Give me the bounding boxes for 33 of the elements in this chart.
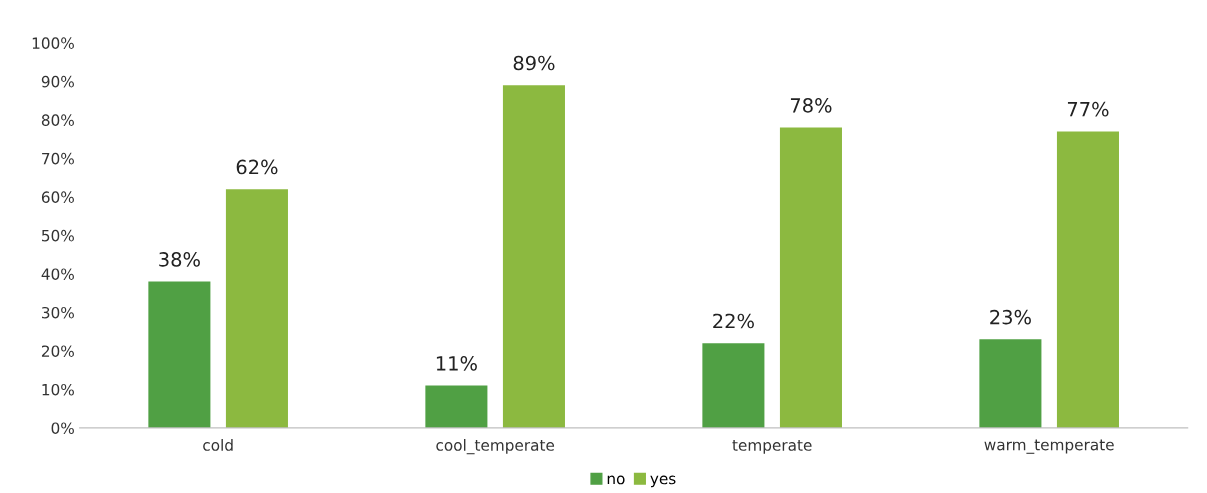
- data-label: 38%: [159, 252, 200, 267]
- x-tick-label: temperate: [732, 439, 812, 454]
- data-label: 11%: [436, 355, 477, 371]
- y-tick-label: 60%: [41, 191, 74, 203]
- bar: [225, 189, 288, 428]
- bar: [779, 127, 842, 428]
- bar: [502, 85, 565, 428]
- y-tick-label: 100%: [32, 37, 74, 49]
- data-label: 22%: [713, 313, 754, 329]
- bar: [425, 385, 488, 428]
- data-label: 78%: [790, 98, 832, 113]
- data-label: 89%: [513, 55, 555, 71]
- bar: [979, 339, 1042, 428]
- bar: [702, 343, 765, 428]
- y-tick-label: 50%: [42, 229, 74, 242]
- data-label: 23%: [990, 309, 1031, 325]
- y-tick-label: 80%: [41, 114, 74, 126]
- data-label: 77%: [1067, 101, 1109, 117]
- y-tick-label: 30%: [42, 306, 74, 319]
- x-tick-label: cold: [203, 439, 233, 451]
- legend-label: yes: [650, 475, 676, 488]
- x-tick-label: cool_temperate: [436, 439, 555, 455]
- y-tick-label: 40%: [41, 268, 74, 280]
- y-tick-label: 0%: [51, 422, 74, 434]
- y-tick-label: 90%: [41, 75, 74, 88]
- y-tick-label: 10%: [42, 383, 74, 396]
- y-tick-label: 70%: [42, 152, 74, 165]
- data-label: 62%: [236, 159, 278, 175]
- bar: [1056, 131, 1119, 428]
- y-tick-label: 20%: [41, 345, 74, 357]
- legend-label: no: [607, 475, 625, 485]
- x-tick-label: warm_temperate: [984, 439, 1114, 454]
- bar: [148, 281, 211, 428]
